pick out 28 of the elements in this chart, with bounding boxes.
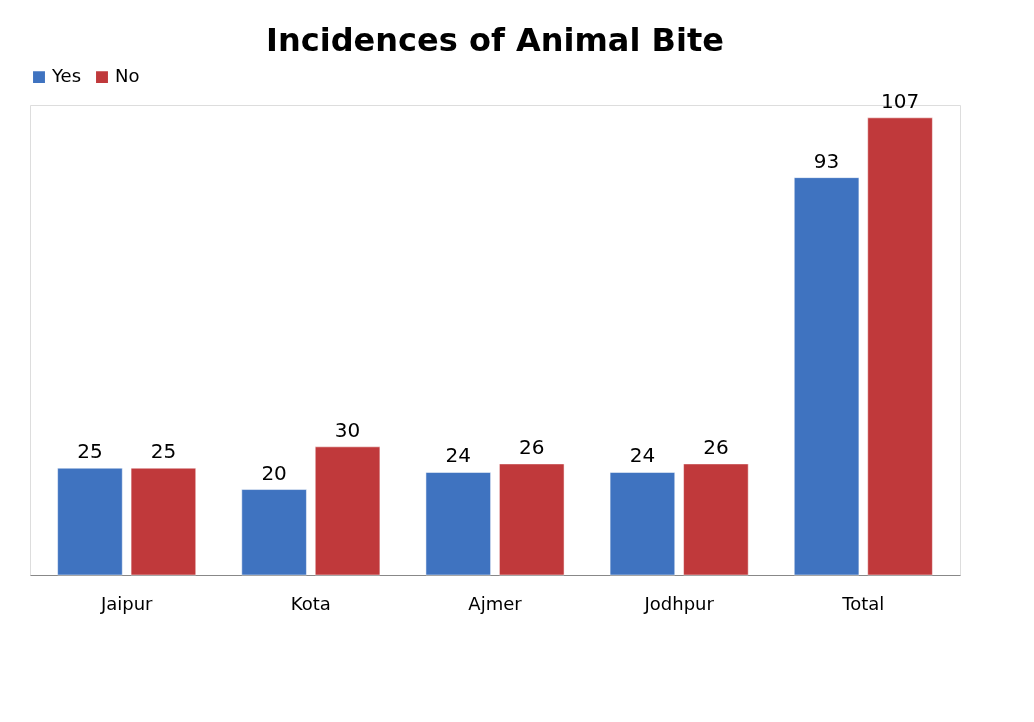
x-tick-label: Jaipur	[99, 592, 154, 614]
chart-title: Incidences of Animal Bite	[266, 21, 724, 59]
bar	[499, 463, 565, 576]
x-tick-label: Ajmer	[468, 592, 523, 614]
data-label: 30	[334, 417, 361, 442]
data-label: 26	[703, 434, 729, 459]
data-label: 20	[261, 460, 287, 485]
data-label: 25	[77, 439, 103, 464]
data-label: 26	[519, 434, 545, 459]
bar	[241, 489, 307, 576]
x-tick-label: Jodhpur	[643, 592, 715, 614]
bar	[609, 472, 675, 576]
bar	[315, 446, 381, 576]
data-label: 107	[880, 88, 920, 113]
bar	[794, 177, 860, 576]
data-label: 24	[445, 443, 471, 468]
data-label: 25	[150, 439, 177, 464]
bar	[425, 472, 491, 576]
legend-label: Yes	[51, 65, 82, 87]
bar	[57, 467, 123, 576]
x-tick-label: Total	[841, 592, 885, 614]
bar	[683, 463, 749, 576]
bar	[130, 467, 196, 576]
bar	[867, 117, 933, 576]
x-tick-label: Kota	[290, 592, 331, 614]
data-label: 24	[629, 443, 656, 468]
legend-label: No	[115, 65, 140, 87]
data-label: 93	[813, 148, 840, 173]
